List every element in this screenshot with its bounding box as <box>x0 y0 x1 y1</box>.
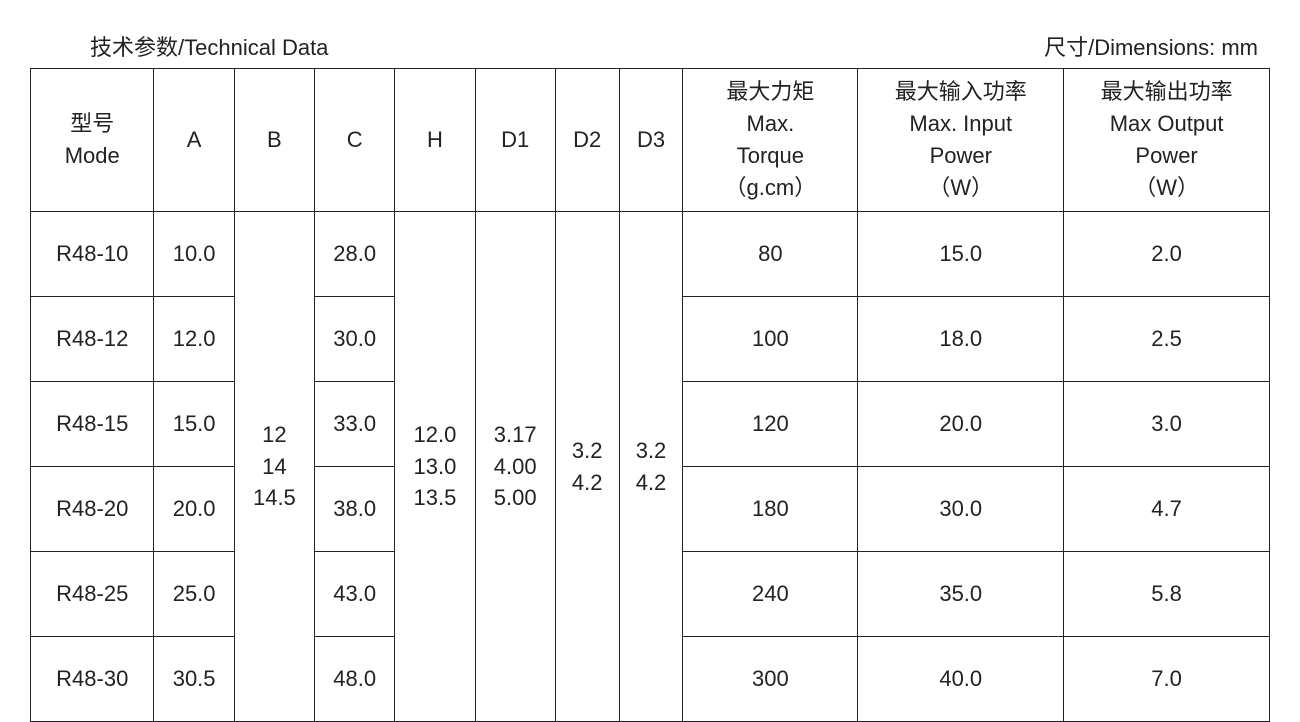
cell-b-merged: 12 14 14.5 <box>234 212 314 722</box>
page: 技术参数/Technical Data 尺寸/Dimensions: mm 型号… <box>0 0 1300 722</box>
cell-pout: 5.8 <box>1064 552 1270 637</box>
cell-pin: 40.0 <box>858 637 1064 722</box>
cell-mode: R48-30 <box>31 637 154 722</box>
title-right: 尺寸/Dimensions: mm <box>1044 30 1258 62</box>
cell-torque: 80 <box>683 212 858 297</box>
cell-a: 10.0 <box>154 212 234 297</box>
header-row: 型号 Mode A B C H D1 D2 D3 最大力矩 Max. Torqu… <box>31 69 1270 212</box>
table-row: R48-10 10.0 12 14 14.5 28.0 12.0 13.0 13… <box>31 212 1270 297</box>
col-header-input-power: 最大输入功率 Max. Input Power （W） <box>858 69 1064 212</box>
cell-a: 25.0 <box>154 552 234 637</box>
title-left: 技术参数/Technical Data <box>90 30 328 62</box>
cell-torque: 300 <box>683 637 858 722</box>
cell-a: 12.0 <box>154 297 234 382</box>
cell-c: 48.0 <box>315 637 395 722</box>
cell-pout: 3.0 <box>1064 382 1270 467</box>
col-header-mode: 型号 Mode <box>31 69 154 212</box>
title-row: 技术参数/Technical Data 尺寸/Dimensions: mm <box>30 30 1270 68</box>
cell-pout: 4.7 <box>1064 467 1270 552</box>
cell-d3-merged: 3.2 4.2 <box>619 212 683 722</box>
cell-pout: 2.0 <box>1064 212 1270 297</box>
col-header-c: C <box>315 69 395 212</box>
cell-c: 30.0 <box>315 297 395 382</box>
cell-pin: 35.0 <box>858 552 1064 637</box>
cell-torque: 180 <box>683 467 858 552</box>
spec-table: 型号 Mode A B C H D1 D2 D3 最大力矩 Max. Torqu… <box>30 68 1270 722</box>
cell-torque: 100 <box>683 297 858 382</box>
cell-mode: R48-10 <box>31 212 154 297</box>
cell-d1-merged: 3.17 4.00 5.00 <box>475 212 555 722</box>
cell-mode: R48-12 <box>31 297 154 382</box>
col-header-torque: 最大力矩 Max. Torque （g.cm） <box>683 69 858 212</box>
col-header-b: B <box>234 69 314 212</box>
cell-pin: 20.0 <box>858 382 1064 467</box>
cell-c: 28.0 <box>315 212 395 297</box>
cell-mode: R48-15 <box>31 382 154 467</box>
cell-pin: 30.0 <box>858 467 1064 552</box>
cell-c: 38.0 <box>315 467 395 552</box>
cell-a: 15.0 <box>154 382 234 467</box>
col-header-d2: D2 <box>555 69 619 212</box>
cell-mode: R48-25 <box>31 552 154 637</box>
cell-pin: 18.0 <box>858 297 1064 382</box>
col-header-d3: D3 <box>619 69 683 212</box>
cell-c: 33.0 <box>315 382 395 467</box>
cell-torque: 120 <box>683 382 858 467</box>
cell-a: 30.5 <box>154 637 234 722</box>
cell-pin: 15.0 <box>858 212 1064 297</box>
col-header-h: H <box>395 69 475 212</box>
col-header-d1: D1 <box>475 69 555 212</box>
cell-pout: 7.0 <box>1064 637 1270 722</box>
col-header-output-power: 最大输出功率 Max Output Power （W） <box>1064 69 1270 212</box>
cell-a: 20.0 <box>154 467 234 552</box>
cell-c: 43.0 <box>315 552 395 637</box>
cell-mode: R48-20 <box>31 467 154 552</box>
cell-pout: 2.5 <box>1064 297 1270 382</box>
cell-h-merged: 12.0 13.0 13.5 <box>395 212 475 722</box>
cell-d2-merged: 3.2 4.2 <box>555 212 619 722</box>
cell-torque: 240 <box>683 552 858 637</box>
col-header-a: A <box>154 69 234 212</box>
